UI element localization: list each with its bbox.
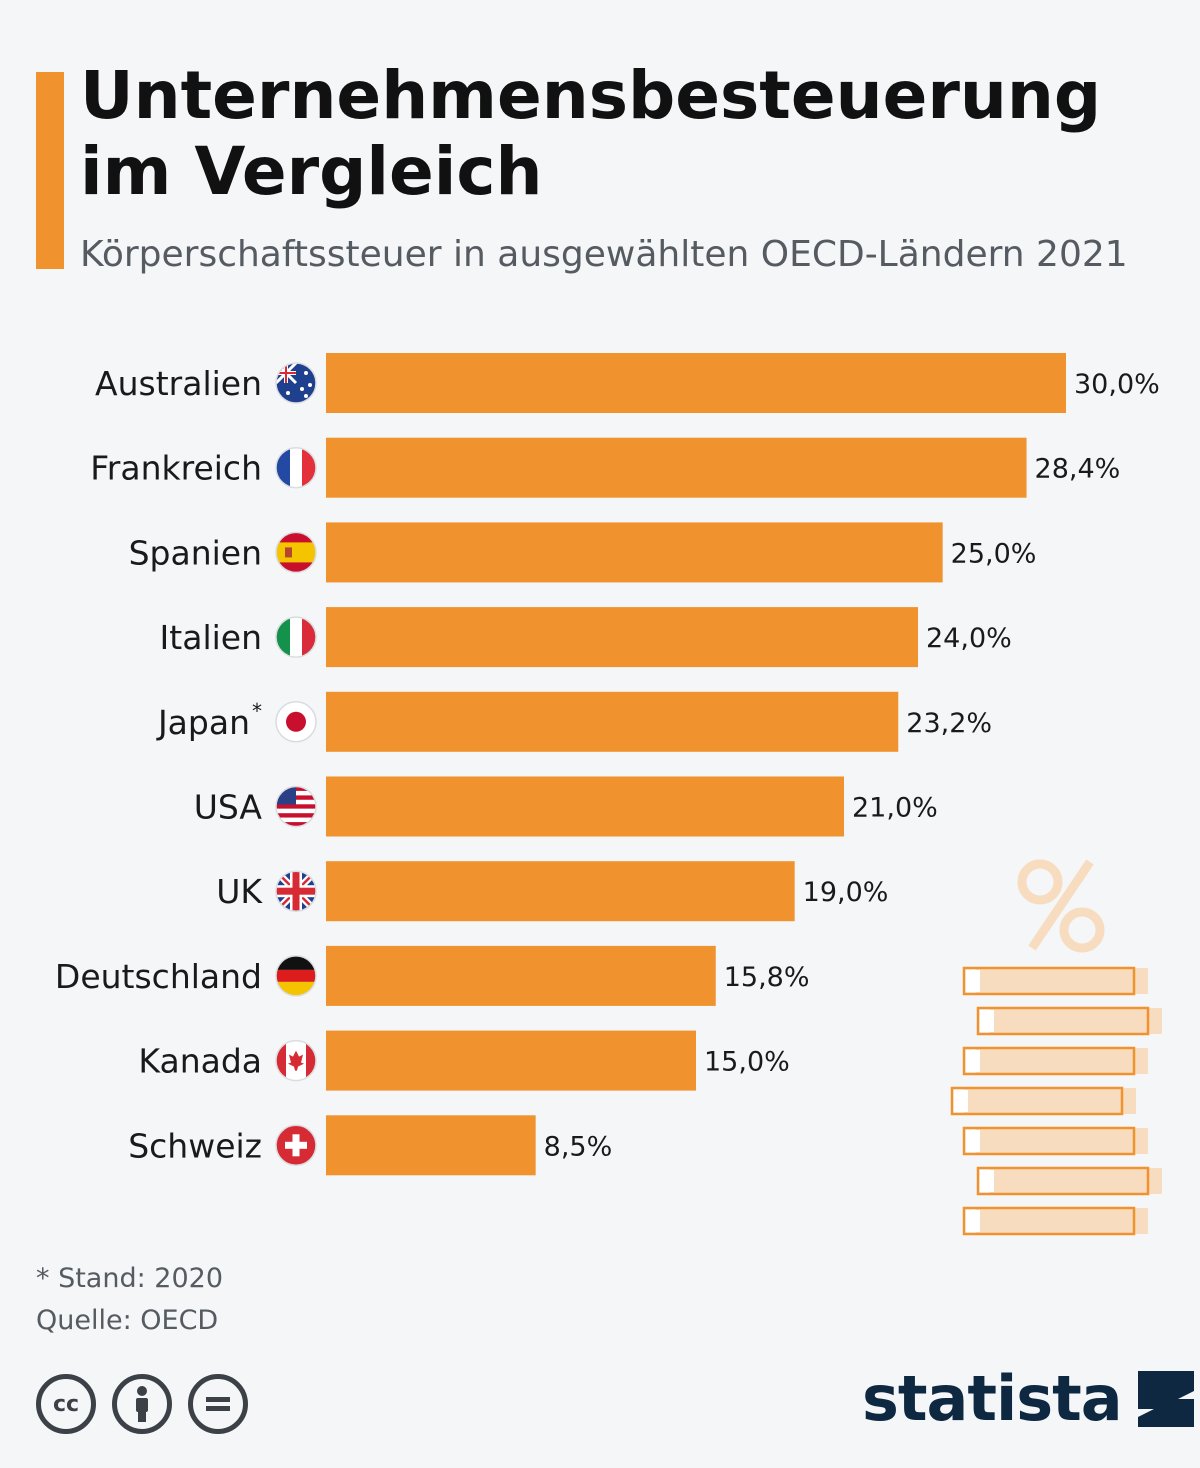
category-label: Italien: [160, 618, 262, 657]
category-label: Schweiz: [128, 1126, 262, 1165]
category-label: Kanada: [138, 1042, 262, 1081]
value-label: 28,4%: [1035, 454, 1121, 485]
bar: [326, 1030, 696, 1091]
chart-subtitle: Körperschaftssteuer in ausgewählten OECD…: [80, 234, 1128, 275]
statista-logo-icon: [1137, 1370, 1194, 1427]
chart-title: Unternehmensbesteuerung im Vergleich: [80, 57, 1102, 210]
by-icon: [112, 1374, 172, 1434]
category-label: Deutschland: [55, 957, 262, 996]
category-label: Australien: [95, 364, 262, 403]
value-label: 8,5%: [544, 1131, 613, 1162]
category-label: UK: [216, 872, 263, 911]
value-label: 21,0%: [852, 793, 938, 824]
brand-logo-text: statista: [862, 1362, 1123, 1435]
bar: [326, 691, 899, 752]
category-footnote-marker: *: [252, 699, 262, 723]
bar: [326, 776, 844, 837]
category-label: Spanien: [129, 533, 262, 572]
license-icons: cc: [36, 1374, 248, 1434]
value-label: 15,8%: [724, 962, 810, 993]
value-label: 19,0%: [803, 877, 889, 908]
flag-uk-icon: [275, 870, 317, 912]
flag-france-icon: [275, 446, 317, 489]
bar: [326, 861, 795, 922]
title-accent-bar: [36, 72, 64, 269]
bar: [326, 437, 1027, 498]
flag-germany-icon: [275, 955, 317, 997]
flag-canada-icon: [275, 1039, 317, 1082]
bar-chart: Australien 30,0% Frankreich 28,4% Spanien 25,…: [55, 353, 1160, 1176]
value-label: 30,0%: [1074, 369, 1160, 400]
bar: [326, 353, 1066, 413]
bar: [326, 522, 943, 583]
value-label: 15,0%: [704, 1047, 790, 1078]
flag-spain-icon: [275, 531, 317, 574]
bar: [326, 945, 716, 1006]
bar: [326, 1115, 536, 1176]
flag-japan-icon: [275, 701, 317, 743]
category-label: Frankreich: [90, 449, 262, 488]
category-label: Japan: [156, 703, 250, 742]
cc-icon: cc: [36, 1374, 96, 1434]
category-label: USA: [194, 788, 263, 827]
flag-italy-icon: [275, 616, 317, 658]
footnote-note: * Stand: 2020: [36, 1263, 223, 1294]
percent-decoration: [950, 859, 1162, 1236]
statista-brand: statista: [862, 1362, 1196, 1435]
value-label: 25,0%: [951, 538, 1037, 569]
flag-australia-icon: [275, 362, 317, 404]
footnote: * Stand: 2020 Quelle: OECD: [36, 1258, 223, 1342]
value-label: 23,2%: [906, 708, 992, 739]
flag-switzerland-icon: [275, 1124, 317, 1167]
bar: [326, 607, 918, 668]
value-label: 24,0%: [926, 623, 1012, 654]
footnote-source: Quelle: OECD: [36, 1305, 219, 1336]
flag-usa-icon: [275, 785, 317, 828]
nd-icon: [188, 1374, 248, 1434]
